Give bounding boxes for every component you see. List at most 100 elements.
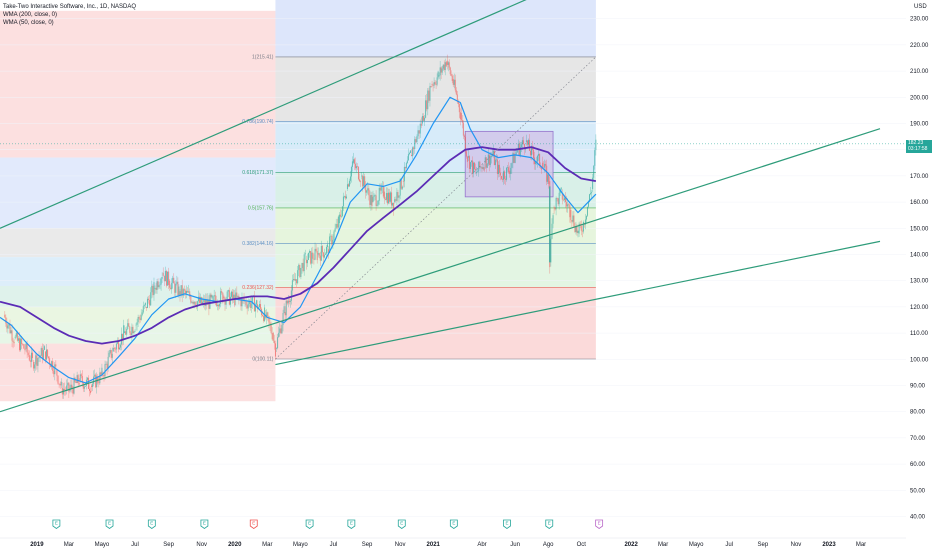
candle-body bbox=[328, 249, 330, 253]
candle-body bbox=[494, 159, 496, 166]
candle-body bbox=[101, 367, 103, 375]
candle-body bbox=[232, 291, 234, 299]
candle-body bbox=[284, 312, 286, 316]
candle-body bbox=[72, 388, 74, 394]
candle-body bbox=[203, 299, 205, 302]
candle-body bbox=[179, 291, 181, 296]
candle-body bbox=[57, 375, 59, 384]
legend-wma-50[interactable]: WMA (50, close, 0) bbox=[3, 20, 54, 26]
candle-body bbox=[302, 262, 304, 272]
candle-body bbox=[28, 355, 30, 361]
candle-body bbox=[483, 167, 485, 171]
candle-body bbox=[567, 204, 569, 207]
candle-body bbox=[461, 120, 463, 123]
candle-body bbox=[156, 281, 158, 290]
candle-body bbox=[367, 188, 369, 191]
x-tick-11: Nov bbox=[395, 542, 406, 548]
candle-body bbox=[453, 79, 455, 85]
candle-body bbox=[371, 195, 373, 207]
candle-body bbox=[256, 304, 258, 309]
event-type-label: E bbox=[598, 521, 601, 526]
candle-body bbox=[398, 195, 400, 198]
candle-body bbox=[298, 265, 300, 271]
candle-body bbox=[107, 356, 109, 369]
event-type-label: E bbox=[452, 521, 455, 526]
candle-body bbox=[479, 161, 481, 168]
candle-body bbox=[497, 164, 499, 175]
candle-body bbox=[55, 364, 57, 367]
candle-body bbox=[103, 375, 105, 377]
symbol-title[interactable]: Take-Two Interactive Software, Inc., 1D,… bbox=[3, 4, 137, 10]
fib-label-0: 0(100.11) bbox=[252, 357, 273, 363]
candle-body bbox=[54, 364, 56, 375]
x-tick-24: Mar bbox=[856, 542, 866, 548]
candle-body bbox=[99, 372, 101, 384]
candle-body bbox=[582, 221, 584, 232]
candle-body bbox=[228, 290, 230, 305]
candle-body bbox=[514, 154, 516, 163]
candle-body bbox=[580, 225, 582, 231]
fib-band-1 bbox=[275, 56, 596, 122]
candle-body bbox=[110, 350, 112, 358]
candle-body bbox=[221, 291, 223, 293]
bar-countdown: 03:17:58 bbox=[908, 145, 928, 152]
candle-body bbox=[542, 162, 544, 168]
event-marker-0: E bbox=[52, 519, 61, 529]
candle-body bbox=[325, 246, 327, 254]
candle-body bbox=[590, 193, 592, 195]
event-badge bbox=[545, 519, 554, 529]
x-tick-18: Mar bbox=[658, 542, 668, 548]
candle-body bbox=[522, 140, 524, 145]
candle-body bbox=[154, 287, 156, 289]
candle-body bbox=[116, 340, 118, 344]
candle-body bbox=[202, 301, 204, 305]
event-type-label: E bbox=[505, 521, 508, 526]
last-price-badge: 182.23 03:17:58 bbox=[906, 139, 932, 153]
candle-body bbox=[186, 290, 188, 294]
event-type-label: E bbox=[108, 521, 111, 526]
candle-body bbox=[376, 204, 378, 206]
candle-body bbox=[548, 174, 550, 185]
candle-body bbox=[364, 176, 366, 186]
candle-body bbox=[570, 209, 572, 221]
candle-body bbox=[40, 348, 42, 356]
candle-body bbox=[20, 338, 22, 351]
candle-body bbox=[130, 332, 132, 336]
fib-levels-layer: 1(215.41) 0.786(190.74) 0.618(171.37) 0.5(1… bbox=[242, 54, 596, 363]
candle-body bbox=[139, 318, 141, 320]
candle-body bbox=[517, 143, 519, 150]
candle-body bbox=[233, 294, 235, 299]
candle-body bbox=[499, 172, 501, 176]
y-tick-210: 210.00 bbox=[910, 69, 929, 75]
candle-body bbox=[142, 306, 144, 313]
candle-body bbox=[151, 285, 153, 293]
candle-body bbox=[386, 193, 388, 204]
candle-body bbox=[575, 225, 577, 233]
candle-body bbox=[385, 193, 387, 200]
event-type-label: E bbox=[350, 521, 353, 526]
candle-body bbox=[308, 252, 310, 260]
legend-wma-200[interactable]: WMA (200, close, 0) bbox=[3, 12, 58, 18]
candle-body bbox=[322, 252, 324, 258]
candle-body bbox=[114, 348, 116, 350]
candle-body bbox=[368, 188, 370, 196]
candle-body bbox=[26, 343, 28, 353]
candle-body bbox=[56, 369, 58, 376]
candle-body bbox=[437, 71, 439, 78]
event-type-label: E bbox=[203, 521, 206, 526]
candle-body bbox=[243, 298, 245, 302]
candle-body bbox=[493, 150, 495, 166]
event-badge bbox=[503, 519, 511, 529]
candle-body bbox=[344, 196, 346, 199]
candle-body bbox=[14, 336, 16, 339]
candle-body bbox=[475, 169, 477, 171]
event-type-label: E bbox=[252, 521, 255, 526]
event-badge bbox=[105, 519, 114, 529]
candle-body bbox=[435, 84, 437, 85]
candle-body bbox=[392, 202, 394, 206]
candle-body bbox=[117, 340, 119, 350]
y-tick-160: 160.00 bbox=[910, 200, 929, 206]
candle-body bbox=[169, 280, 171, 288]
